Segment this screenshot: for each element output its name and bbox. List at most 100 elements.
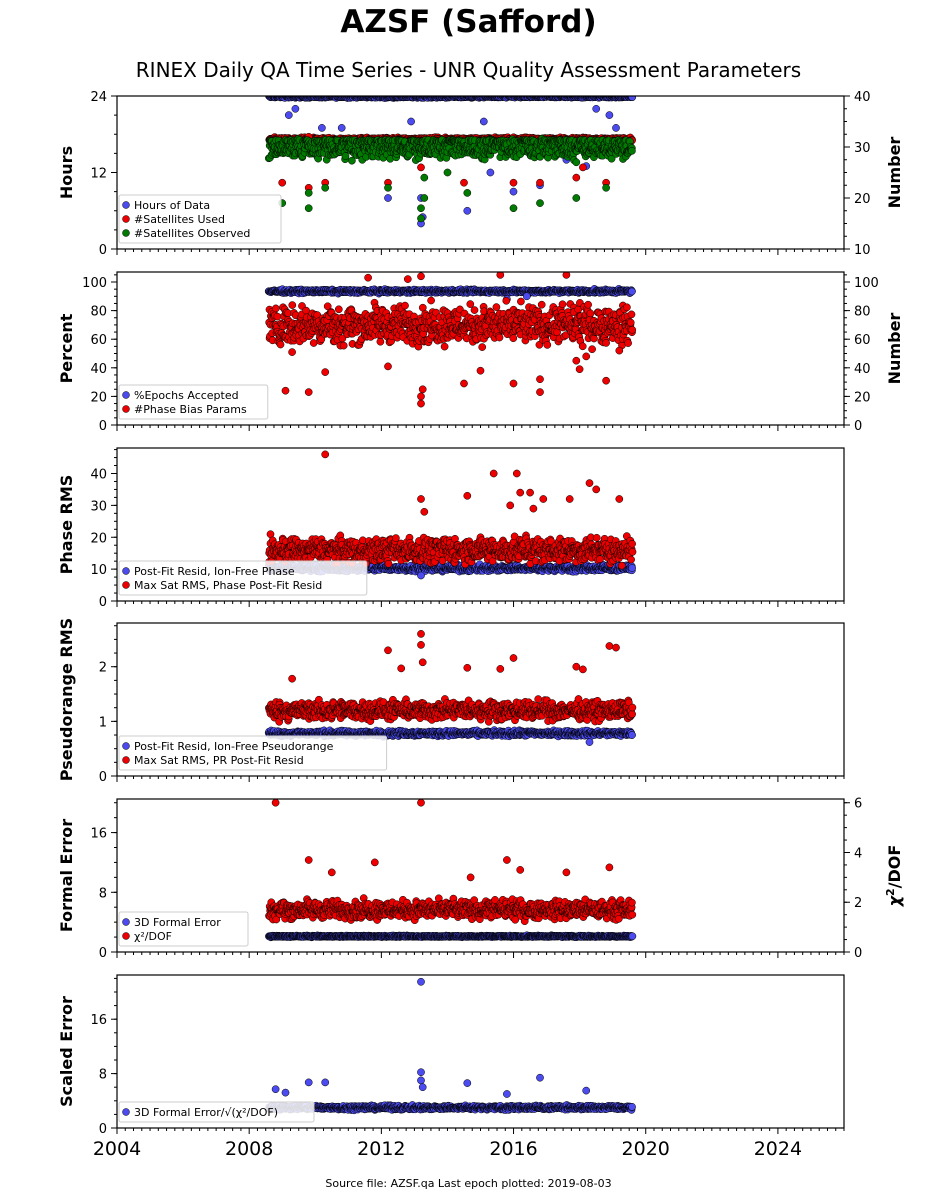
data-points: [264, 272, 637, 408]
data-point: [273, 312, 282, 321]
outlier-point: [612, 124, 620, 132]
outlier-point: [417, 163, 425, 172]
data-point: [492, 303, 501, 311]
data-point: [627, 310, 636, 319]
data-point: [590, 334, 598, 343]
outlier-point: [304, 388, 313, 396]
data-point: [495, 333, 504, 342]
data-point: [276, 340, 285, 349]
legend-label: #Phase Bias Params: [134, 403, 247, 416]
outlier-point: [420, 194, 429, 202]
y-tick-label: 40: [90, 362, 107, 377]
data-points: [265, 450, 637, 580]
legend-marker: [122, 215, 130, 223]
data-point: [624, 339, 632, 347]
data-point: [341, 152, 350, 160]
outlier-point: [572, 194, 581, 202]
y-tick-label: 0: [99, 419, 107, 434]
y-axis-label: Hours: [57, 146, 76, 199]
legend-label: %Epochs Accepted: [134, 389, 239, 402]
y-right-tick-label: 60: [854, 333, 871, 348]
data-point: [628, 287, 636, 296]
y-right-tick-label: 100: [854, 276, 879, 291]
data-point: [537, 300, 546, 309]
outlier-point: [575, 365, 584, 374]
outlier-point: [509, 379, 518, 388]
data-point: [376, 337, 385, 346]
outlier-point: [572, 356, 581, 365]
outlier-point: [463, 189, 472, 197]
outlier-point: [536, 199, 544, 207]
outlier-point: [403, 275, 412, 283]
legend-marker: [122, 391, 130, 399]
outlier-point: [536, 178, 544, 187]
y-right-tick-label: 0: [854, 419, 862, 434]
y-tick-label: 0: [99, 243, 107, 258]
data-point: [558, 300, 567, 309]
outlier-point: [476, 366, 485, 375]
data-point: [509, 334, 518, 343]
outlier-point: [579, 163, 587, 172]
outlier-point: [443, 168, 452, 177]
outlier-point: [463, 206, 472, 215]
outlier-point: [479, 117, 488, 126]
y-tick-label: 24: [90, 90, 107, 105]
data-point: [578, 342, 587, 351]
data-point: [271, 304, 280, 313]
outlier-point: [460, 379, 468, 388]
outlier-point: [522, 292, 531, 301]
outlier-point: [304, 189, 313, 197]
outlier-point: [281, 386, 290, 395]
outlier-point: [509, 187, 518, 196]
data-point: [588, 345, 596, 354]
outlier-point: [321, 183, 330, 192]
outlier-point: [602, 183, 610, 192]
outlier-point: [318, 124, 326, 132]
page-title: AZSF (Safford): [340, 4, 597, 40]
outlier-point: [615, 346, 624, 355]
outlier-point: [384, 194, 392, 202]
outlier-point: [417, 272, 425, 281]
outlier-point: [384, 362, 392, 371]
data-point: [584, 300, 592, 309]
y-right-tick-label: 10: [854, 243, 871, 258]
outlier-point: [536, 388, 544, 396]
data-point: [478, 343, 487, 351]
outlier-point: [418, 385, 427, 394]
legend: %Epochs Accepted#Phase Bias Params: [118, 384, 269, 420]
legend-marker: [122, 229, 130, 237]
data-point: [288, 301, 297, 309]
outlier-point: [364, 273, 372, 282]
y-right-tick-label: 20: [854, 192, 871, 207]
data-point: [623, 303, 631, 312]
data-point: [334, 305, 343, 314]
data-point: [466, 300, 475, 308]
y-right-tick-label: 40: [854, 362, 871, 377]
data-points: [264, 96, 637, 228]
outlier-point: [572, 158, 581, 167]
data-point: [502, 296, 511, 305]
y-tick-label: 20: [90, 390, 107, 405]
outlier-point: [592, 104, 601, 113]
outlier-point: [582, 352, 591, 361]
data-point: [427, 296, 435, 305]
outlier-point: [509, 204, 518, 213]
data-point: [628, 147, 636, 155]
outlier-point: [321, 368, 330, 376]
outlier-point: [407, 117, 415, 126]
legend-label: #Satellites Observed: [134, 227, 250, 240]
legend-label: #Satellites Used: [134, 213, 225, 226]
y-axis-label-right: Number: [885, 313, 904, 385]
y-tick-label: 12: [90, 167, 107, 182]
legend: Hours of Data#Satellites Used#Satellites…: [118, 194, 282, 244]
data-point: [339, 341, 348, 350]
y-axis-label-right: Number: [885, 137, 904, 209]
data-point: [401, 301, 409, 310]
outlier-point: [572, 173, 581, 182]
legend-marker: [122, 201, 130, 209]
y-tick-label: 80: [90, 305, 107, 320]
outlier-point: [284, 111, 293, 119]
